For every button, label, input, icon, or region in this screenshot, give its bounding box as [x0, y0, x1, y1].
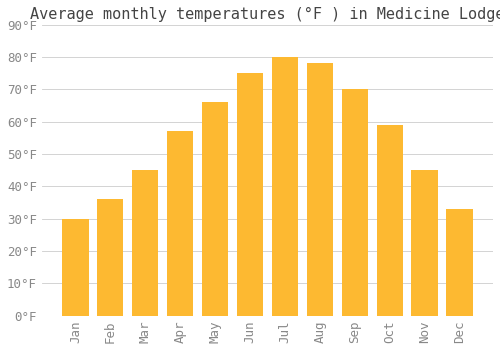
Bar [342, 89, 368, 316]
Bar [97, 199, 124, 316]
Bar [272, 57, 298, 316]
Bar [412, 170, 438, 316]
Bar [167, 131, 193, 316]
Bar [376, 125, 402, 316]
Bar [132, 170, 158, 316]
Bar [446, 209, 472, 316]
Title: Average monthly temperatures (°F ) in Medicine Lodge: Average monthly temperatures (°F ) in Me… [30, 7, 500, 22]
Bar [202, 102, 228, 316]
Bar [62, 219, 88, 316]
Bar [237, 73, 263, 316]
Bar [306, 63, 333, 316]
